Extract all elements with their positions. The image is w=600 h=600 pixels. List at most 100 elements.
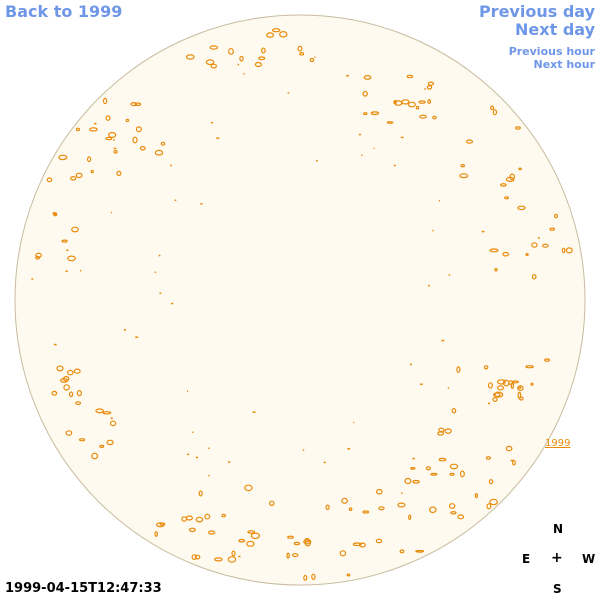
- contour-mark: [441, 339, 445, 342]
- contour-mark: [457, 514, 465, 520]
- contour-mark: [517, 385, 524, 392]
- contour-mark: [214, 557, 223, 562]
- contour-mark: [427, 284, 430, 287]
- contour-mark: [78, 438, 86, 442]
- contour-mark: [244, 484, 253, 492]
- contour-mark: [487, 382, 493, 389]
- contour-mark: [456, 366, 461, 373]
- contour-mark: [63, 384, 70, 391]
- contour-mark: [132, 136, 138, 144]
- contour-mark: [531, 242, 538, 248]
- contour-mark: [221, 513, 227, 518]
- previous-day-link[interactable]: Previous day: [478, 2, 595, 21]
- contour-mark: [362, 112, 368, 116]
- contour-mark: [474, 493, 478, 499]
- active-region-label[interactable]: 1999: [545, 438, 570, 449]
- contour-mark: [110, 417, 113, 420]
- contour-mark: [254, 61, 262, 68]
- contour-mark: [406, 74, 414, 79]
- contour-mark: [544, 358, 551, 362]
- contour-mark: [459, 173, 469, 179]
- contour-mark: [505, 176, 515, 182]
- contour-mark: [494, 391, 504, 398]
- contour-mark: [505, 445, 513, 452]
- contour-mark: [286, 552, 290, 559]
- contour-mark: [449, 463, 459, 470]
- contour-mark: [492, 397, 498, 403]
- contour-mark: [35, 255, 40, 260]
- contour-mark: [481, 230, 485, 233]
- contour-mark: [537, 237, 540, 239]
- contour-mark: [76, 390, 83, 397]
- previous-hour-link[interactable]: Previous hour: [508, 45, 595, 58]
- contour-mark: [154, 271, 157, 273]
- contour-mark: [287, 92, 290, 94]
- contour-mark: [426, 85, 433, 90]
- contour-mark: [67, 369, 74, 376]
- contour-mark: [102, 411, 112, 415]
- contour-mark: [565, 247, 573, 254]
- contour-mark: [525, 365, 534, 369]
- contour-mark: [410, 467, 416, 470]
- contour-mark: [130, 101, 138, 107]
- contour-mark: [314, 56, 316, 58]
- contour-mark: [515, 126, 521, 130]
- contour-mark: [155, 522, 165, 528]
- contour-mark: [378, 506, 385, 511]
- contour-mark: [375, 538, 383, 544]
- contour-mark: [227, 556, 237, 563]
- contour-mark: [497, 385, 505, 391]
- contour-mark: [105, 136, 113, 141]
- contour-mark: [271, 28, 281, 33]
- contour-mark: [134, 102, 142, 107]
- contour-mark: [486, 503, 492, 510]
- contour-mark: [65, 430, 73, 436]
- contour-mark: [187, 390, 189, 393]
- contour-mark: [531, 274, 537, 280]
- contour-mark: [430, 472, 438, 476]
- contour-mark: [68, 391, 74, 398]
- contour-mark: [460, 163, 466, 168]
- contour-mark: [432, 229, 434, 232]
- contour-mark: [195, 516, 204, 523]
- contour-mark: [62, 375, 70, 382]
- contour-mark: [490, 105, 495, 111]
- contour-mark: [451, 408, 457, 414]
- contour-mark: [323, 461, 326, 464]
- contour-mark: [363, 74, 372, 80]
- back-to-year-link[interactable]: Back to 1999: [5, 2, 123, 21]
- contour-mark: [346, 74, 349, 77]
- contour-mark: [258, 56, 266, 61]
- contour-mark: [497, 379, 507, 385]
- contour-mark: [512, 459, 516, 466]
- next-hour-link[interactable]: Next hour: [533, 58, 596, 71]
- contour-mark: [299, 51, 305, 56]
- contour-mark: [191, 554, 197, 560]
- contour-mark: [517, 205, 526, 211]
- contour-mark: [91, 452, 99, 460]
- contour-mark: [361, 154, 363, 156]
- contour-mark: [123, 329, 126, 331]
- contour-mark: [386, 121, 394, 124]
- contour-mark: [425, 466, 431, 471]
- contour-mark: [243, 73, 245, 75]
- contour-mark: [67, 255, 76, 262]
- observation-timestamp: 1999-04-15T12:47:33: [5, 581, 162, 596]
- contour-mark: [325, 504, 330, 511]
- contour-mark: [511, 380, 519, 384]
- contour-mark: [542, 243, 549, 248]
- contour-mark: [500, 183, 507, 187]
- contour-mark: [303, 574, 308, 581]
- contour-mark: [393, 99, 397, 105]
- contour-mark: [465, 139, 474, 144]
- contour-mark: [400, 136, 404, 139]
- contour-mark: [399, 549, 405, 554]
- contour-mark: [485, 456, 491, 460]
- next-day-link[interactable]: Next day: [515, 20, 595, 39]
- contour-mark: [530, 382, 534, 386]
- contour-mark: [75, 401, 82, 406]
- contour-mark: [448, 274, 451, 276]
- contour-mark: [159, 292, 162, 294]
- contour-mark: [292, 553, 299, 558]
- contour-mark: [102, 97, 108, 105]
